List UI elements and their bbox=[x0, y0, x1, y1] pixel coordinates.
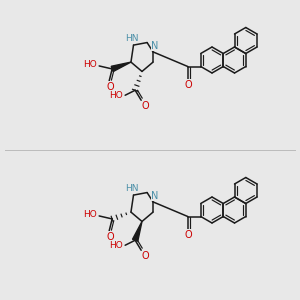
Text: O: O bbox=[141, 101, 149, 111]
Text: O: O bbox=[141, 251, 149, 261]
Text: HO: HO bbox=[83, 210, 97, 219]
Text: O: O bbox=[185, 80, 193, 89]
Text: O: O bbox=[185, 230, 193, 239]
Text: HN: HN bbox=[125, 34, 138, 43]
Text: N: N bbox=[152, 191, 159, 201]
Text: HO: HO bbox=[83, 60, 97, 69]
Text: N: N bbox=[152, 41, 159, 51]
Text: HN: HN bbox=[125, 184, 138, 193]
Text: HO: HO bbox=[109, 241, 123, 250]
Text: O: O bbox=[106, 232, 114, 242]
Polygon shape bbox=[133, 221, 142, 241]
Text: HO: HO bbox=[109, 91, 123, 100]
Polygon shape bbox=[111, 62, 131, 72]
Text: O: O bbox=[106, 82, 114, 92]
